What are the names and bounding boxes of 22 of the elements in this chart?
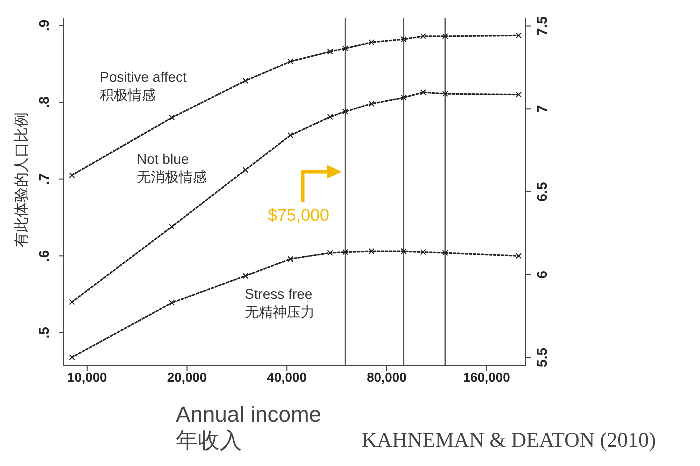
y-tick-label: .8 xyxy=(36,96,52,108)
y-tick-label: .9 xyxy=(36,20,52,32)
x-tick-label: 80,000 xyxy=(367,370,407,386)
y-axis-title: 有此体验的人口比例 xyxy=(12,112,32,248)
y2-tick-label: 5.5 xyxy=(534,348,550,368)
y-tick-label: .7 xyxy=(36,173,52,186)
annotation: $75,000 xyxy=(268,206,330,226)
x-axis-title: Annual income 年收入 xyxy=(176,402,322,454)
y-tick-label: .6 xyxy=(36,250,52,262)
x-tick-label: 40,000 xyxy=(267,370,307,386)
y2-tick-label: 7 xyxy=(534,105,550,114)
y2-tick-label: 6 xyxy=(534,270,550,279)
y-tick-label: .5 xyxy=(36,326,52,339)
x-tick-label: 10,000 xyxy=(68,370,108,386)
text: KAHNEMAN & DEATON (2010) xyxy=(362,428,656,453)
y2-tick-label: 7.5 xyxy=(534,16,550,36)
x-tick-label: 20,000 xyxy=(167,370,208,386)
series-label: Positive affect 积极情感 xyxy=(100,68,187,104)
y2-tick-label: 6.5 xyxy=(534,182,550,202)
series-label: Not blue 无消极情感 xyxy=(137,150,207,186)
series-label: Stress free 无精神压力 xyxy=(245,285,315,321)
x-tick-label: 160,000 xyxy=(463,370,510,386)
